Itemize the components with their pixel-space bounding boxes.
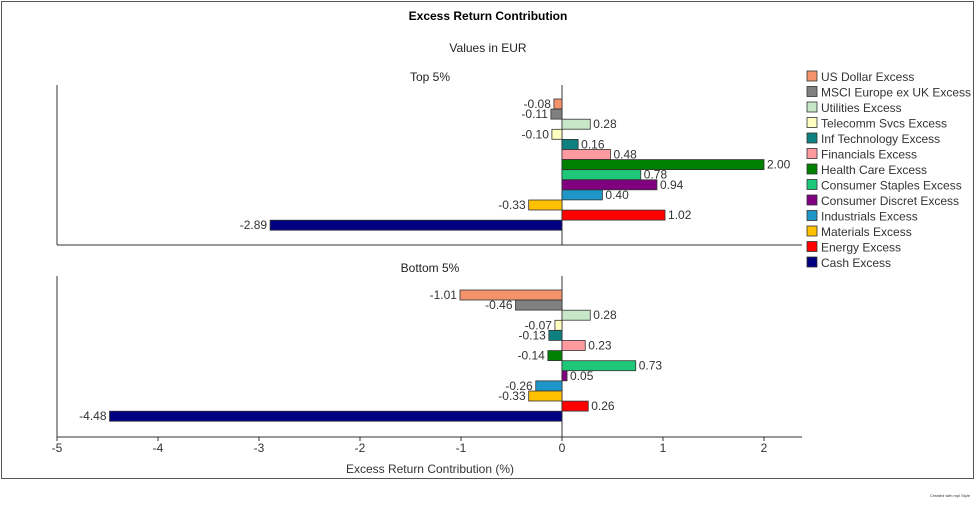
legend-label: Materials Excess	[821, 225, 912, 239]
bar-financials-excess	[561, 340, 586, 351]
x-tick-label: -3	[254, 441, 265, 455]
data-label: -0.33	[498, 198, 526, 212]
data-label: -0.10	[522, 127, 550, 141]
legend-label: Telecomm Svcs Excess	[821, 117, 947, 131]
data-label: 0.48	[613, 148, 637, 162]
chart-subtitle: Values in EUR	[449, 41, 526, 55]
x-tick-label: -4	[153, 441, 164, 455]
data-label: 0.28	[593, 117, 617, 131]
bar-materials-excess	[528, 390, 563, 402]
data-label: -0.07	[525, 318, 553, 332]
legend-swatch	[806, 163, 818, 175]
footer-credit: Created with mpl Style	[930, 493, 971, 498]
data-label: 0.23	[588, 339, 612, 353]
data-label: 0.40	[605, 188, 629, 202]
data-label: -0.08	[524, 97, 552, 111]
panel-title-bottom: Bottom 5%	[401, 261, 460, 275]
bar-consumer-staples-excess	[561, 169, 642, 181]
bar-energy-excess	[561, 400, 589, 412]
x-tick-label: -2	[355, 441, 366, 455]
bar-inf-technology-excess	[561, 138, 579, 150]
x-tick-label: -5	[52, 441, 63, 455]
bar-cash-excess	[109, 410, 563, 422]
bar-telecomm-svcs-excess	[551, 128, 563, 140]
x-tick-label: 1	[660, 441, 667, 455]
data-label: -0.46	[485, 298, 513, 312]
legend-label: Industrials Excess	[821, 210, 918, 224]
data-label: 0.78	[644, 168, 668, 182]
x-tick-label: 2	[761, 441, 768, 455]
data-label: -0.33	[498, 389, 526, 403]
bar-health-care-excess	[561, 159, 765, 171]
panel-title-top: Top 5%	[410, 70, 450, 84]
legend-swatch	[806, 210, 818, 221]
legend-swatch	[806, 101, 818, 113]
x-tick-label: -1	[456, 441, 467, 455]
bar-financials-excess	[561, 149, 611, 160]
data-label: 0.26	[591, 399, 615, 413]
bar-industrials-excess	[535, 380, 563, 392]
legend-swatch	[806, 179, 818, 190]
data-label: -2.89	[240, 218, 268, 232]
bar-consumer-discret-excess	[561, 370, 568, 382]
data-label: -0.26	[505, 379, 533, 393]
legend-label: Consumer Staples Excess	[821, 179, 962, 193]
legend-label: Cash Excess	[821, 256, 891, 270]
panel-top-5pct: -0.08-0.11 0.28 -0.10 0.16 0.48 2.00 0.780.94 0…	[56, 85, 802, 246]
data-label: -4.48	[79, 409, 107, 423]
bar-utilities-excess	[561, 309, 591, 321]
legend-label: US Dollar Excess	[821, 70, 914, 84]
legend-swatch	[806, 194, 818, 206]
legend-label: Utilities Excess	[821, 101, 902, 115]
legend-swatch	[806, 225, 818, 237]
legend-label: MSCI Europe ex UK Excess	[821, 86, 971, 100]
chart-frame	[1, 1, 974, 479]
data-label: -0.14	[518, 349, 546, 363]
legend-label: Inf Technology Excess	[821, 132, 940, 146]
data-label: 0.73	[639, 359, 663, 373]
legend-label: Energy Excess	[821, 241, 901, 255]
bar-telecomm-svcs-excess	[554, 319, 563, 331]
legend-swatch	[806, 117, 818, 128]
x-axis-label: Excess Return Contribution (%)	[346, 462, 514, 476]
bar-industrials-excess	[561, 189, 603, 201]
legend-label: Consumer Discret Excess	[821, 194, 959, 208]
bar-energy-excess	[561, 209, 666, 221]
data-label: 0.16	[581, 137, 605, 151]
legend-swatch	[806, 241, 818, 252]
chart-title: Excess Return Contribution	[409, 9, 568, 23]
data-label: 0.94	[660, 178, 684, 192]
legend-label: Financials Excess	[821, 148, 917, 162]
x-axis: -5 -4 -3 -2 -1 0 1 2	[52, 437, 768, 455]
bar-msci-europe-ex-uk-excess	[515, 299, 563, 311]
data-label: -1.01	[430, 288, 458, 302]
data-label: 0.05	[570, 369, 594, 383]
bar-health-care-excess	[547, 350, 563, 362]
legend-swatch	[806, 256, 818, 268]
data-label: 0.28	[593, 308, 617, 322]
data-label: 2.00	[767, 158, 791, 172]
x-tick-label: 0	[559, 441, 566, 455]
bar-us-dollar-excess	[459, 289, 563, 301]
bar-msci-europe-ex-uk-excess	[550, 108, 563, 120]
bar-consumer-discret-excess	[561, 179, 658, 191]
panel-bottom-5pct: -1.01 -0.46 0.28 -0.07-0.13 0.23 -0.14 0.73 0.0…	[56, 276, 802, 438]
legend-swatch	[806, 86, 818, 97]
legend-swatch	[806, 148, 818, 159]
bar-inf-technology-excess	[548, 329, 563, 341]
data-label: 1.02	[668, 208, 692, 222]
bar-materials-excess	[528, 199, 563, 211]
bar-cash-excess	[269, 219, 563, 231]
legend-swatch	[806, 70, 818, 82]
bar-consumer-staples-excess	[561, 360, 637, 372]
bar-us-dollar-excess	[553, 98, 563, 110]
bar-utilities-excess	[561, 118, 591, 130]
data-label: -0.11	[521, 107, 548, 121]
legend-swatch	[806, 132, 818, 144]
legend: US Dollar Excess MSCI Europe ex UK Excess…	[806, 70, 971, 270]
data-label: -0.13	[519, 328, 547, 342]
legend-label: Health Care Excess	[821, 163, 927, 177]
